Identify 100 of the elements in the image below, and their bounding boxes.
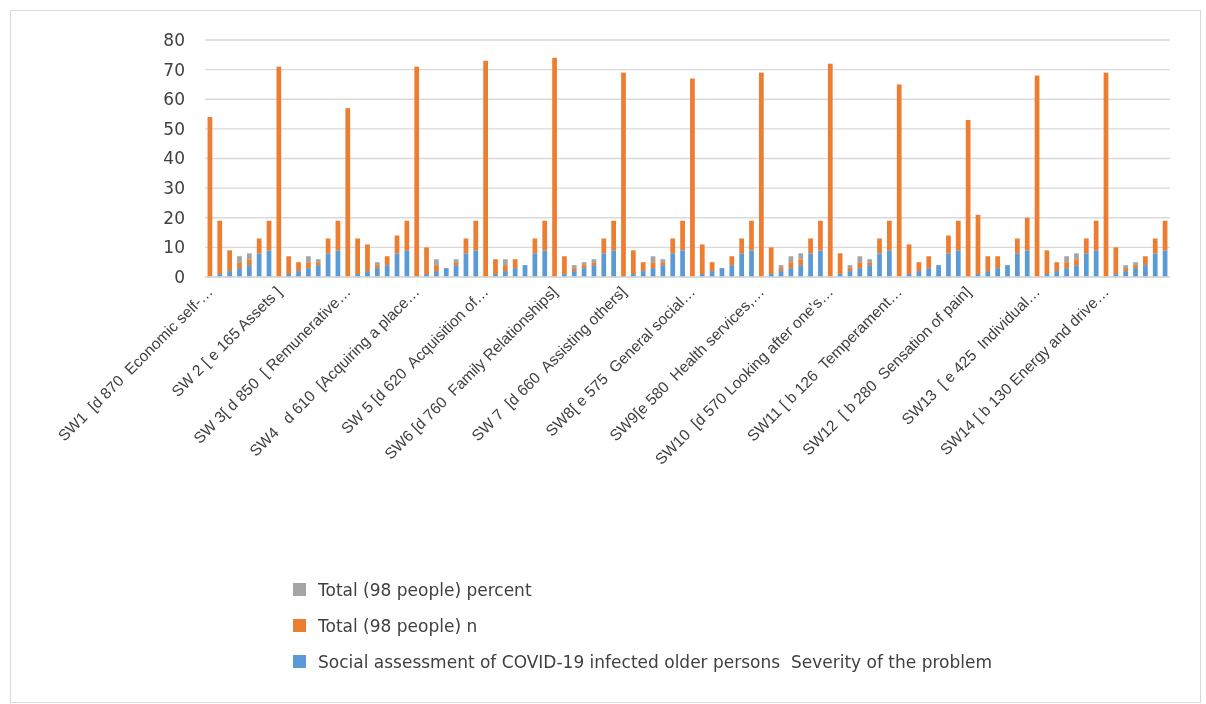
bar xyxy=(1054,262,1060,272)
bar xyxy=(827,63,833,277)
bar xyxy=(473,220,479,251)
bar xyxy=(1143,265,1148,277)
bar xyxy=(1015,238,1020,254)
bar xyxy=(640,262,646,272)
bar xyxy=(443,268,449,277)
bar xyxy=(808,253,813,277)
y-tick-label: 20 xyxy=(163,207,185,228)
bar xyxy=(749,250,754,277)
bar xyxy=(502,265,508,272)
bar xyxy=(965,119,971,277)
bar xyxy=(877,238,882,254)
y-tick-label: 10 xyxy=(163,237,185,258)
bar xyxy=(611,250,617,277)
bar xyxy=(896,84,902,277)
bar xyxy=(502,259,508,266)
bar xyxy=(374,268,380,277)
bar xyxy=(542,220,548,251)
bar xyxy=(601,238,607,254)
bar xyxy=(1083,238,1089,254)
bar xyxy=(306,256,311,263)
bar xyxy=(542,250,548,277)
bar xyxy=(296,262,301,272)
bar xyxy=(749,220,754,251)
bar xyxy=(237,262,242,269)
bar xyxy=(256,238,262,254)
bar xyxy=(384,256,390,266)
bar xyxy=(1015,253,1020,277)
bar xyxy=(887,250,892,277)
bar xyxy=(946,235,951,254)
bar xyxy=(404,220,410,251)
y-tick-label: 80 xyxy=(163,29,185,50)
bar xyxy=(306,262,311,269)
bar xyxy=(867,265,873,277)
bar xyxy=(345,108,351,277)
bar xyxy=(995,268,1001,277)
legend-label: Social assessment of COVID-19 infected older persons Severity of the problem xyxy=(318,651,992,672)
bar xyxy=(306,268,311,277)
bar xyxy=(246,259,252,266)
bar xyxy=(276,66,282,277)
bar xyxy=(1024,217,1030,251)
bar xyxy=(670,253,676,277)
bar xyxy=(670,238,676,254)
bar xyxy=(1143,256,1148,266)
bar xyxy=(680,250,685,277)
bar xyxy=(857,256,863,263)
bar xyxy=(1093,220,1099,251)
bar xyxy=(808,238,813,254)
y-tick-label: 30 xyxy=(163,178,185,199)
bar xyxy=(1152,238,1158,254)
bar xyxy=(473,250,479,277)
y-tick-label: 40 xyxy=(163,148,185,169)
bar xyxy=(857,262,863,269)
bar xyxy=(768,247,774,275)
bar xyxy=(1064,256,1069,263)
bar xyxy=(365,244,370,272)
bar xyxy=(355,238,360,275)
bar xyxy=(1074,253,1079,260)
bar xyxy=(955,220,961,251)
bar xyxy=(512,268,518,277)
bar xyxy=(729,265,735,277)
bar xyxy=(1093,250,1099,277)
y-tick-label: 0 xyxy=(174,266,185,287)
bar xyxy=(227,250,232,272)
bar xyxy=(434,265,439,272)
bar xyxy=(217,220,223,275)
bar xyxy=(1064,268,1069,277)
bar xyxy=(1005,265,1010,277)
bar xyxy=(286,256,292,275)
bar xyxy=(739,253,745,277)
bar xyxy=(1064,262,1069,269)
bar xyxy=(246,265,252,277)
bar xyxy=(877,253,882,277)
bar xyxy=(1083,253,1089,277)
bar xyxy=(739,238,745,254)
bar xyxy=(621,72,626,277)
bar xyxy=(1074,259,1079,266)
bar xyxy=(818,220,823,251)
bar xyxy=(493,259,498,275)
bar xyxy=(1133,268,1138,277)
bar xyxy=(1113,247,1119,275)
bar xyxy=(926,268,932,277)
bar xyxy=(857,268,863,277)
bar xyxy=(601,253,607,277)
bar xyxy=(887,220,892,251)
bar xyxy=(680,220,685,251)
bar xyxy=(818,250,823,277)
bar xyxy=(483,60,488,277)
bar xyxy=(630,250,636,275)
bar xyxy=(995,256,1001,269)
bar xyxy=(512,259,518,269)
bar xyxy=(414,66,420,277)
bar xyxy=(246,253,252,260)
bar xyxy=(1152,253,1158,277)
bar xyxy=(955,250,961,277)
bar xyxy=(256,253,262,277)
bar xyxy=(562,256,567,275)
bar xyxy=(1024,250,1030,277)
bar xyxy=(315,265,321,277)
